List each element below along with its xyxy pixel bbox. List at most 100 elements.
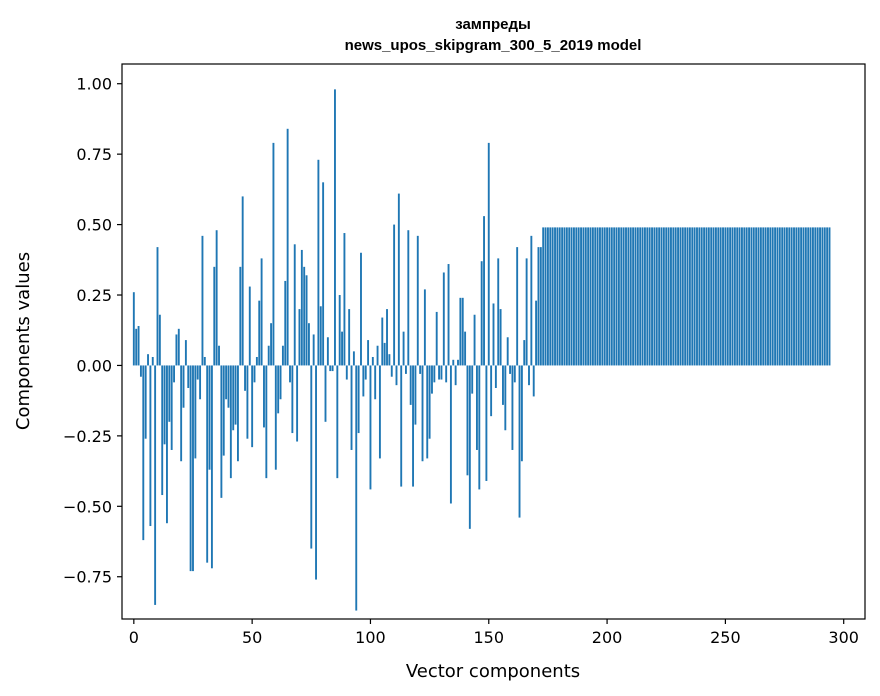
bar (182, 365, 185, 408)
bar (674, 227, 677, 366)
bar (762, 227, 765, 366)
bar (528, 365, 530, 386)
bar (556, 227, 559, 366)
bar (386, 309, 388, 366)
bar (497, 258, 500, 366)
bar (812, 227, 814, 366)
bar (168, 365, 171, 422)
bar (599, 227, 601, 366)
bar (703, 227, 706, 366)
bar (419, 365, 422, 374)
bar (809, 227, 812, 366)
bar (144, 365, 147, 439)
bar (684, 227, 687, 366)
bar (151, 356, 154, 366)
bar (551, 227, 554, 366)
bar (736, 227, 739, 366)
bar (270, 323, 273, 366)
bar (421, 365, 424, 462)
bar (705, 227, 708, 366)
bar (587, 227, 590, 366)
bar (828, 227, 831, 366)
bar (192, 365, 194, 572)
bar (232, 365, 235, 431)
bar (142, 365, 145, 541)
bar (485, 365, 488, 481)
bar (412, 365, 414, 487)
bar (203, 356, 206, 366)
bar (395, 365, 398, 386)
bar (516, 247, 519, 366)
bar (194, 365, 197, 459)
y-axis: −0.75 −0.50 −0.25 0.00 0.25 0.50 0.75 1.00 (63, 75, 122, 587)
bar (189, 365, 192, 572)
bar (509, 365, 512, 374)
bar (163, 365, 166, 445)
bar (260, 258, 263, 366)
bar (696, 227, 698, 366)
bar (582, 227, 585, 366)
y-tick-label: −0.75 (63, 568, 112, 587)
bar (535, 300, 538, 366)
bar (274, 365, 277, 470)
bar (445, 365, 448, 383)
bar (156, 247, 159, 366)
bar (215, 230, 218, 366)
bar (662, 227, 665, 366)
bar (648, 227, 651, 366)
bar (724, 227, 727, 366)
bar (452, 359, 455, 366)
bar (281, 345, 284, 366)
bar (468, 365, 471, 529)
bar (154, 365, 157, 605)
bar (722, 227, 724, 366)
bar (781, 227, 784, 366)
x-tick-label: 300 (828, 628, 859, 647)
bar (594, 227, 597, 366)
bar (326, 337, 329, 366)
bar (745, 227, 748, 366)
bar (622, 227, 625, 366)
bar (670, 227, 672, 366)
y-tick-label: 0.25 (76, 286, 112, 305)
bar (719, 227, 722, 366)
bar (748, 227, 750, 366)
bar (253, 365, 256, 383)
bar (184, 340, 187, 366)
bar (677, 227, 680, 366)
bar (158, 314, 161, 366)
bar (788, 227, 791, 366)
bar (539, 247, 542, 366)
bar (300, 249, 303, 366)
bar (610, 227, 613, 366)
bar (530, 235, 533, 366)
bar (173, 365, 175, 383)
bar (698, 227, 701, 366)
bar (554, 227, 556, 366)
bar (821, 227, 824, 366)
bar (603, 227, 606, 366)
bar (187, 365, 190, 388)
bar (665, 227, 668, 366)
bar (523, 340, 526, 366)
bar (350, 365, 353, 450)
y-axis-label: Components values (13, 252, 34, 430)
bar (608, 227, 611, 366)
bar (475, 365, 478, 450)
bar (653, 227, 656, 366)
bar (613, 227, 616, 366)
x-tick-label: 100 (355, 628, 386, 647)
bar (738, 227, 741, 366)
bar (672, 227, 675, 366)
bar (426, 365, 429, 459)
bar (218, 345, 220, 366)
bar (502, 365, 504, 405)
bar (639, 227, 642, 366)
bar (132, 292, 135, 366)
bar (293, 244, 296, 366)
bar (263, 365, 265, 428)
bar (573, 227, 575, 366)
y-tick-label: 1.00 (76, 75, 112, 94)
bar (161, 365, 164, 496)
bar (449, 365, 452, 504)
